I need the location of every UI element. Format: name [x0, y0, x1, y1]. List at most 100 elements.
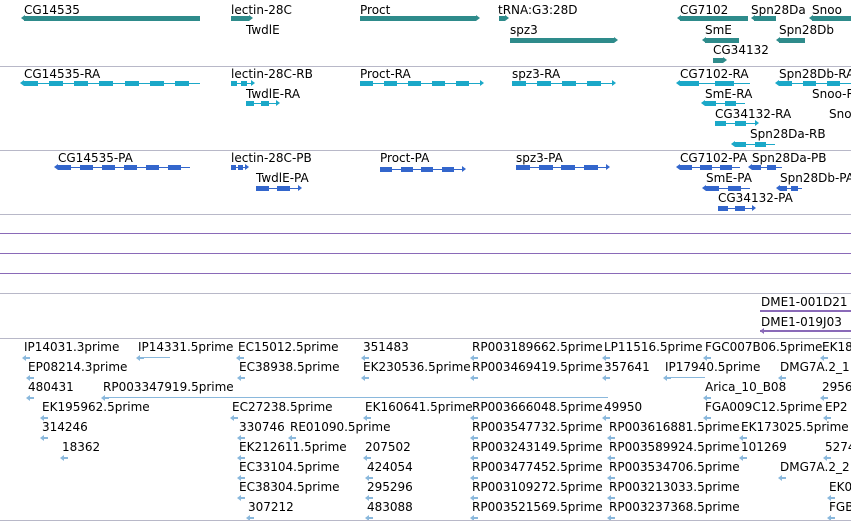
transcript-exon[interactable] [715, 81, 734, 86]
transcript-exon[interactable] [779, 81, 792, 86]
est-span[interactable] [103, 397, 608, 398]
protein-exon[interactable] [680, 165, 692, 170]
protein-exon[interactable] [752, 165, 761, 170]
protein-exon[interactable] [124, 165, 137, 170]
est-span[interactable] [665, 377, 705, 378]
protein-exon[interactable] [780, 186, 787, 191]
est-feature-ek230536-5prime[interactable] [365, 377, 369, 379]
protein-exon[interactable] [442, 167, 454, 172]
transcript-exon[interactable] [735, 121, 746, 126]
gene-bar-lectin-28c[interactable] [231, 16, 249, 21]
est-feature-ip17940-5prime[interactable] [667, 377, 671, 379]
est-feature-dmg7a-2-2[interactable] [782, 477, 786, 479]
est-feature-ek212611-5prime[interactable] [241, 457, 245, 459]
transcript-exon[interactable] [755, 142, 766, 147]
est-feature-ek18[interactable] [824, 357, 828, 359]
transcript-exon[interactable] [150, 81, 164, 86]
est-feature-ek0[interactable] [831, 497, 835, 499]
est-feature-357641[interactable] [606, 377, 610, 379]
protein-exon[interactable] [401, 167, 413, 172]
est-feature-314246[interactable] [44, 437, 48, 439]
protein-exon[interactable] [516, 165, 530, 170]
transcript-exon[interactable] [231, 81, 237, 86]
transcript-exon[interactable] [537, 81, 551, 86]
protein-exon[interactable] [102, 165, 115, 170]
transcript-exon[interactable] [175, 81, 189, 86]
transcript-exon[interactable] [246, 101, 254, 106]
protein-exon[interactable] [561, 165, 575, 170]
protein-exon[interactable] [706, 186, 719, 191]
gene-bar-spn28da[interactable] [754, 16, 776, 21]
transcript-exon[interactable] [715, 121, 726, 126]
gene-bar-cg34132[interactable] [713, 58, 723, 63]
est-feature-49950[interactable] [606, 417, 610, 419]
protein-exon[interactable] [539, 165, 553, 170]
protein-exon[interactable] [735, 206, 745, 211]
transcript-exon[interactable] [74, 81, 88, 86]
est-feature-lp11516-5prime[interactable] [606, 357, 610, 359]
est-feature-rp003213033-5prime[interactable] [611, 497, 615, 499]
est-feature-rp003534706-5prime[interactable] [611, 477, 615, 479]
est-feature-rp003189662-5prime[interactable] [474, 357, 478, 359]
transcript-exon[interactable] [827, 81, 840, 86]
est-feature-5274[interactable] [827, 457, 831, 459]
protein-exon[interactable] [231, 165, 236, 170]
gene-bar-spz3[interactable] [510, 38, 614, 43]
transcript-exon[interactable] [99, 81, 113, 86]
protein-exon[interactable] [277, 186, 290, 191]
protein-exon[interactable] [168, 165, 181, 170]
transcript-exon[interactable] [24, 81, 38, 86]
gene-bar-spn28db[interactable] [779, 38, 805, 43]
protein-exon[interactable] [791, 186, 798, 191]
transcript-exon[interactable] [803, 81, 816, 86]
est-feature-ek160641-5prime[interactable] [367, 417, 371, 419]
est-feature-480431[interactable] [30, 397, 34, 399]
protein-exon[interactable] [80, 165, 93, 170]
est-feature-fga009c12-5prime[interactable] [707, 417, 711, 419]
est-feature-ip14331-5prime[interactable] [140, 357, 144, 359]
est-feature-ec38938-5prime[interactable] [241, 377, 245, 379]
transcript-exon[interactable] [432, 81, 445, 86]
transcript-exon[interactable] [725, 101, 736, 106]
est-feature-207502[interactable] [367, 457, 371, 459]
est-feature-ep2[interactable] [827, 417, 831, 419]
protein-exon[interactable] [421, 167, 433, 172]
protein-exon[interactable] [58, 165, 71, 170]
est-feature-fgb[interactable] [831, 517, 835, 519]
est-feature-rp003347919-5prime[interactable] [105, 397, 109, 399]
est-feature-rp003616881-5prime[interactable] [611, 437, 615, 439]
protein-exon[interactable] [700, 165, 712, 170]
transcript-exon[interactable] [456, 81, 469, 86]
est-feature-rp003243149-5prime[interactable] [474, 457, 478, 459]
est-feature-fgc007b06-5prime[interactable] [707, 357, 711, 359]
est-feature-rp003521569-5prime[interactable] [474, 517, 478, 519]
est-feature-ep08214-3prime[interactable] [30, 377, 34, 379]
est-feature-ec27238-5prime[interactable] [234, 417, 238, 419]
est-span[interactable] [140, 357, 170, 358]
protein-exon[interactable] [767, 165, 776, 170]
est-feature-arica-10-b08[interactable] [707, 397, 711, 399]
est-feature-re01090-5prime[interactable] [292, 437, 296, 439]
protein-exon[interactable] [256, 186, 269, 191]
transcript-exon[interactable] [735, 142, 746, 147]
est-feature-ec15012-5prime[interactable] [240, 357, 244, 359]
protein-exon[interactable] [146, 165, 159, 170]
transcript-exon[interactable] [587, 81, 601, 86]
est-feature-rp003589924-5prime[interactable] [611, 457, 615, 459]
protein-exon[interactable] [728, 186, 741, 191]
est-feature-ek195962-5prime[interactable] [44, 417, 48, 419]
transcript-exon[interactable] [360, 81, 373, 86]
est-feature-rp003109272-5prime[interactable] [474, 497, 478, 499]
est-feature-dmg7a-2-1[interactable] [782, 377, 786, 379]
protein-exon[interactable] [238, 165, 243, 170]
est-feature-295296[interactable] [369, 497, 373, 499]
est-feature-307212[interactable] [250, 517, 254, 519]
transcript-exon[interactable] [261, 101, 269, 106]
est-feature-18362[interactable] [64, 457, 68, 459]
gene-bar-cg7102[interactable] [680, 16, 748, 21]
gene-bar-cg14535[interactable] [24, 16, 200, 21]
cdna-bar-dme1-019j03[interactable] [760, 330, 851, 332]
gene-bar-sme[interactable] [705, 38, 739, 43]
protein-exon[interactable] [380, 167, 392, 172]
